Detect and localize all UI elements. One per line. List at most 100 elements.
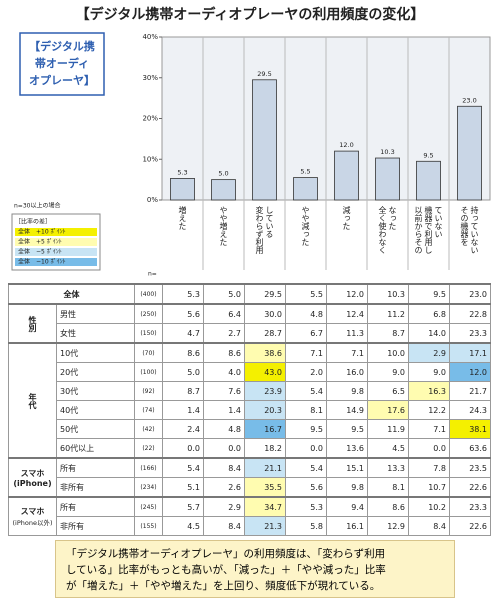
- n-label: n=: [148, 271, 157, 278]
- table-cell: 10.0: [367, 342, 409, 363]
- table-row: スマホ(iPhone) 所有 (166) 5.4 8.4 21.1 5.4 15.1 13.3 7…: [8, 457, 491, 498]
- table-cell: 8.4: [203, 457, 245, 478]
- row-label: 所有: [56, 496, 135, 517]
- table-cell: 18.2: [244, 438, 286, 459]
- table-cell: 12.2: [408, 400, 450, 420]
- table-cell: 2.7: [203, 323, 245, 344]
- row-n: (150): [134, 323, 163, 344]
- value-label: 9.5: [423, 151, 433, 159]
- value-label: 12.0: [339, 141, 353, 149]
- table-cell: 9.8: [326, 477, 368, 498]
- x-tick-label: やや減った: [301, 206, 310, 246]
- table-cell: 38.1: [449, 419, 491, 439]
- table-cell: 11.3: [326, 323, 368, 344]
- table-cell: 16.1: [326, 516, 368, 536]
- table-cell: 35.5: [244, 477, 286, 498]
- y-tick-label: 30%: [142, 74, 158, 82]
- x-tick-label: その機器を: [460, 206, 469, 246]
- row-label: 50代: [56, 419, 135, 439]
- table-cell: 5.0: [203, 283, 245, 305]
- table-cell: 13.3: [367, 457, 409, 478]
- group-label: 性別: [8, 303, 57, 344]
- table-cell: 4.5: [162, 516, 204, 536]
- table-cell: 9.0: [367, 362, 409, 382]
- table-cell: 2.9: [203, 496, 245, 517]
- box-label: 【デジタル携: [29, 39, 95, 53]
- x-tick-label: している: [265, 206, 274, 238]
- bar: [170, 178, 195, 201]
- row-n: (400): [134, 283, 163, 305]
- table-cell: 12.9: [367, 516, 409, 536]
- row-n: (245): [134, 496, 163, 517]
- table-cell: 8.1: [367, 477, 409, 498]
- bar: [334, 150, 359, 201]
- box-label: オプレーヤ】: [29, 73, 95, 87]
- group-label-line: 全体: [63, 289, 80, 299]
- value-label: 5.5: [300, 168, 310, 176]
- table-cell: 5.4: [285, 457, 327, 478]
- table-cell: 5.3: [162, 283, 204, 305]
- row-n: (155): [134, 516, 163, 536]
- table-cell: 7.1: [408, 419, 450, 439]
- legend-label: 全体 +5 ﾎﾟｲﾝﾄ: [18, 238, 62, 246]
- table-cell: 12.0: [326, 283, 368, 305]
- table-cell: 30.0: [244, 303, 286, 324]
- summary-note: 「デジタル携帯オーディオプレーヤ」の利用頻度は、「変わらず利用 している」比率がも…: [55, 540, 455, 598]
- group-label-line: 年代: [28, 392, 37, 409]
- table-row: スマホ (iPhone以外) 所有 (245) 5.7 2.9 34.7 5.3 9.4 8.6 1…: [8, 496, 491, 536]
- table-cell: 0.0: [162, 438, 204, 459]
- bar: [293, 177, 318, 201]
- row-label: 30代: [56, 381, 135, 401]
- data-table: 全体 (400) 5.3 5.0 29.5 5.5 12.0 10.3 9.5 23.0 性別 男性(…: [8, 283, 491, 536]
- table-cell: 43.0: [244, 362, 286, 382]
- table-cell: 21.7: [449, 381, 491, 401]
- legend-swatch: [15, 258, 97, 266]
- table-cell: 21.3: [244, 516, 286, 536]
- row-n: (42): [134, 419, 163, 439]
- legend-label: 全体 +10 ﾎﾟｲﾝﾄ: [18, 228, 66, 236]
- table-row: 非所有 (155) 4.5 8.4 21.3 5.8 16.1 12.9 8.4 22.6: [9, 516, 491, 536]
- row-n: (234): [134, 477, 163, 498]
- table-cell: 23.5: [449, 457, 491, 478]
- table-cell: 20.3: [244, 400, 286, 420]
- table-cell: 5.6: [162, 303, 204, 324]
- table-cell: 4.8: [203, 419, 245, 439]
- table-cell: 8.1: [285, 400, 327, 420]
- table-cell: 63.6: [449, 438, 491, 459]
- row-n: (250): [134, 303, 163, 324]
- note-line: 「デジタル携帯オーディオプレーヤ」の利用頻度は、「変わらず利用: [66, 548, 386, 560]
- table-row: 年代 10代 (70) 8.6 8.6 38.6 7.1 7.1 10.0 2.9 17.1: [8, 342, 491, 459]
- table-cell: 1.4: [203, 400, 245, 420]
- table-row: 性別 男性 (250) 5.6 6.4 30.0 4.8 12.4 11.2 6.8 22.8: [8, 303, 491, 344]
- table-cell: 2.9: [408, 342, 450, 363]
- table-cell: 16.3: [408, 381, 450, 401]
- table-cell: 14.9: [326, 400, 368, 420]
- table-cell: 8.4: [408, 516, 450, 536]
- table-row: 女性 (150) 4.7 2.7 28.7 6.7 11.3 8.7 14.0 23.3: [9, 323, 491, 344]
- y-tick-label: 20%: [142, 115, 158, 123]
- row-n: (92): [134, 381, 163, 401]
- legend-label: 全体 −10 ﾎﾟｲﾝﾄ: [18, 258, 66, 266]
- table-cell: 11.2: [367, 303, 409, 324]
- group-label-line: スマホ: [20, 507, 45, 516]
- note-line: が「増えた」＋「やや増えた」を上回り、頻度低下が現れている。: [66, 580, 381, 592]
- table-cell: 38.6: [244, 342, 286, 363]
- value-label: 10.3: [380, 148, 394, 156]
- x-tick-label: なった: [388, 206, 397, 230]
- table-cell: 23.9: [244, 381, 286, 401]
- table-row: 非所有 (234) 5.1 2.6 35.5 5.6 9.8 8.1 10.7 22.6: [9, 477, 491, 498]
- table-cell: 16.0: [326, 362, 368, 382]
- row-n: (166): [134, 457, 163, 478]
- table-cell: 5.7: [162, 496, 204, 517]
- table-cell: 9.5: [408, 283, 450, 305]
- x-tick-label: ていない: [434, 206, 443, 238]
- table-cell: 13.6: [326, 438, 368, 459]
- value-label: 5.3: [177, 168, 187, 176]
- table-cell: 6.7: [285, 323, 327, 344]
- table-cell: 21.1: [244, 457, 286, 478]
- row-n: (22): [134, 438, 163, 459]
- table-cell: 12.0: [449, 362, 491, 382]
- table-cell: 8.7: [162, 381, 204, 401]
- group-label: 全体: [8, 283, 135, 305]
- table-cell: 0.0: [408, 438, 450, 459]
